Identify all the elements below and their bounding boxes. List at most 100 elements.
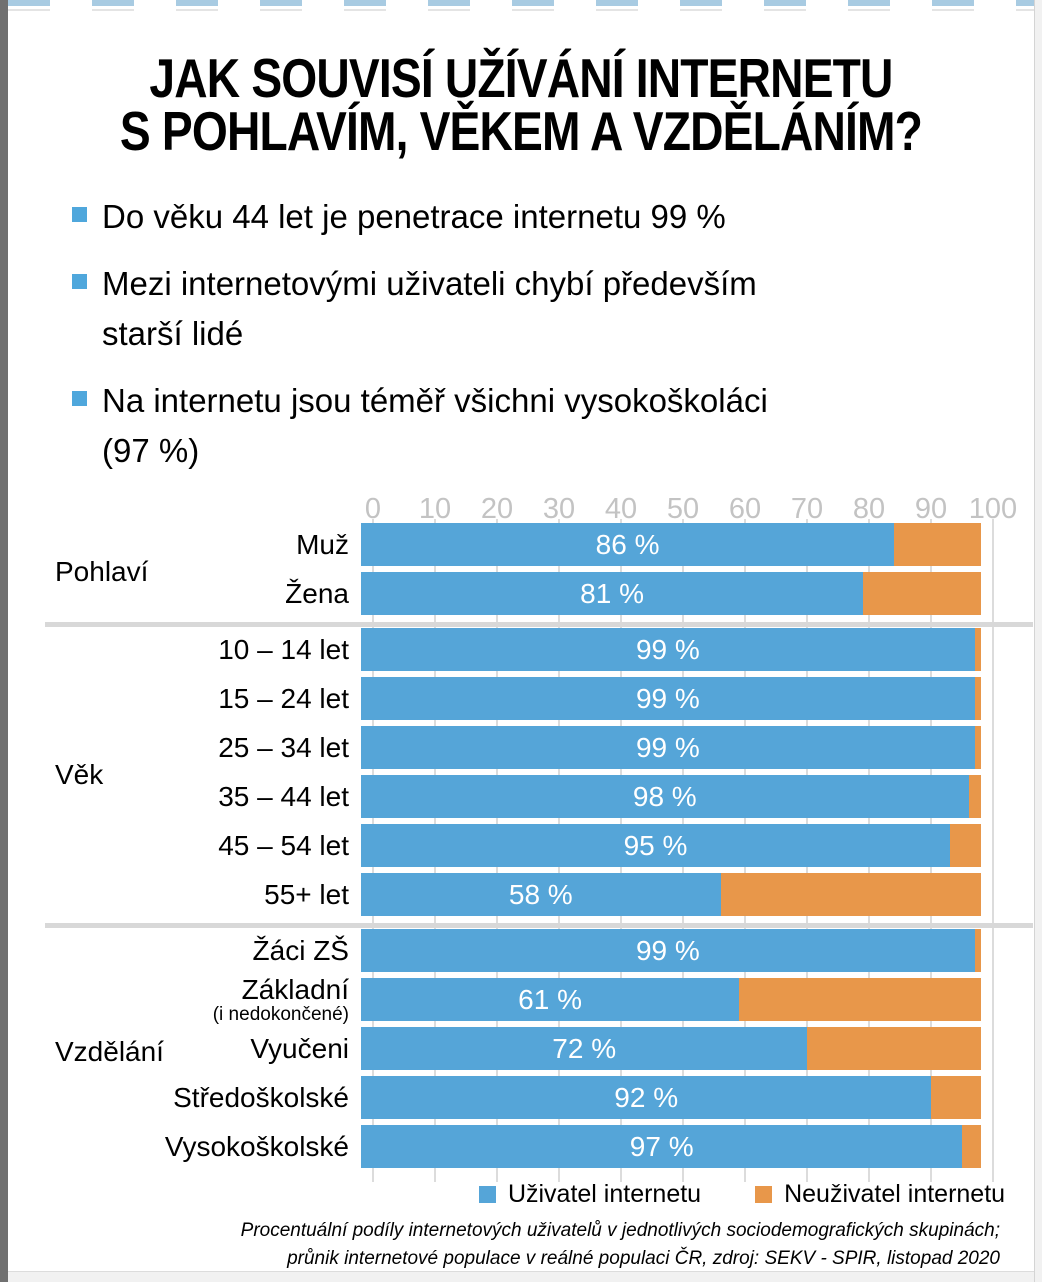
- bar-user-segment: 99 %: [361, 726, 975, 770]
- row-label: 15 – 24 let: [0, 677, 361, 720]
- row-label: 35 – 44 let: [0, 775, 361, 818]
- bar-value-label: 86 %: [595, 528, 660, 560]
- row-label-text: Středoškolské: [173, 1081, 349, 1113]
- viewer-left-edge: [0, 0, 8, 1282]
- bullet-text: Mezi internetovými uživateli chybí přede…: [102, 265, 757, 352]
- bar-user-segment: 99 %: [361, 628, 975, 672]
- legend-user-swatch-icon: [478, 1186, 496, 1204]
- row-label: 10 – 14 let: [0, 628, 361, 671]
- bar-track: 99 %: [361, 726, 981, 770]
- bar-user-segment: 81 %: [361, 572, 864, 616]
- bar-track: 95 %: [361, 824, 981, 868]
- group-label: Věk: [55, 759, 104, 791]
- bar-value-label: 58 %: [508, 878, 573, 910]
- bar-track: 81 %: [361, 572, 981, 616]
- row-label-text: 10 – 14 let: [218, 633, 349, 665]
- bar-value-label: 95 %: [623, 829, 688, 861]
- bar-track: 72 %: [361, 1027, 981, 1071]
- source-note: Procentuální podíly internetových uživat…: [0, 1217, 1042, 1272]
- bar-track: 99 %: [361, 628, 981, 672]
- row-label-text: 45 – 54 let: [218, 829, 349, 861]
- bar-row: 35 – 44 let 98 %: [0, 775, 1042, 824]
- bar-user-segment: 99 %: [361, 929, 975, 973]
- bar-value-label: 72 %: [552, 1032, 617, 1064]
- row-label-text: 15 – 24 let: [218, 682, 349, 714]
- row-label: 55+ let: [0, 873, 361, 916]
- bar-track: 99 %: [361, 677, 981, 721]
- bar-rows: Pohlaví Muž 86 % Žena 81 % Věk 10 – 14 let 99 %…: [0, 523, 1042, 1174]
- bar-row: 10 – 14 let 99 %: [0, 628, 1042, 677]
- bar-nonuser-segment: [863, 572, 981, 616]
- bar-nonuser-segment: [962, 1125, 981, 1169]
- viewer-bottom-edge: [8, 1271, 1042, 1282]
- bar-nonuser-segment: [739, 978, 981, 1022]
- bar-value-label: 92 %: [614, 1081, 679, 1113]
- bar-user-segment: 61 %: [361, 978, 740, 1022]
- viewer-right-edge: [1034, 0, 1042, 1282]
- row-label-text: Žáci ZŠ: [252, 934, 349, 966]
- bar-nonuser-segment: [894, 523, 981, 567]
- bar-group: Věk 10 – 14 let 99 % 15 – 24 let 99 % 25 – 34…: [0, 628, 1042, 922]
- bar-value-label: 98 %: [632, 780, 697, 812]
- bar-row: 25 – 34 let 99 %: [0, 726, 1042, 775]
- bullet-square-icon: [72, 391, 87, 407]
- bar-user-segment: 97 %: [361, 1125, 963, 1169]
- bar-user-segment: 86 %: [361, 523, 895, 567]
- page-title-line1: JAK SOUVISÍ UŽÍVÁNÍ INTERNETU: [149, 47, 893, 109]
- bar-group: Pohlaví Muž 86 % Žena 81 %: [0, 523, 1042, 621]
- bar-user-segment: 95 %: [361, 824, 950, 868]
- row-label: Vyučeni: [0, 1027, 361, 1070]
- bar-nonuser-segment: [950, 824, 981, 868]
- group-label: Vzdělání: [55, 1035, 164, 1067]
- bullet-text: Na internetu jsou téměř všichni vysokošk…: [102, 382, 768, 469]
- row-label: Muž: [0, 523, 361, 566]
- bar-row: 55+ let 58 %: [0, 873, 1042, 922]
- bar-value-label: 81 %: [580, 577, 645, 609]
- bar-track: 98 %: [361, 775, 981, 819]
- page-title-line2: S POHLAVÍM, VĚKEM A VZDĚLÁNÍM?: [119, 99, 923, 162]
- bar-track: 92 %: [361, 1076, 981, 1120]
- row-label-text: 35 – 44 let: [218, 780, 349, 812]
- bar-nonuser-segment: [968, 775, 981, 819]
- bar-row: Žena 81 %: [0, 572, 1042, 621]
- bar-user-segment: 58 %: [361, 873, 721, 917]
- legend-item-user: Uživatel internetu: [478, 1180, 702, 1209]
- group-label: Pohlaví: [55, 556, 149, 588]
- bar-user-segment: 99 %: [361, 677, 975, 721]
- row-label: Žena: [0, 572, 361, 615]
- bar-track: 97 %: [361, 1125, 981, 1169]
- row-label: 45 – 54 let: [0, 824, 361, 867]
- bar-value-label: 97 %: [629, 1130, 694, 1162]
- bar-row: Středoškolské 92 %: [0, 1076, 1042, 1125]
- row-label-text: Vyučeni: [250, 1032, 349, 1064]
- bar-nonuser-segment: [807, 1027, 981, 1071]
- bar-nonuser-segment: [974, 628, 981, 672]
- slide-top-dashed-border-faint: [8, 9, 1034, 11]
- legend-user-label: Uživatel internetu: [507, 1180, 702, 1209]
- bullet-square-icon: [72, 274, 87, 290]
- bar-nonuser-segment: [974, 726, 981, 770]
- bar-value-label: 99 %: [635, 731, 700, 763]
- plot-area: Pohlaví Muž 86 % Žena 81 % Věk 10 – 14 let 99 %…: [0, 519, 1042, 1183]
- row-sublabel-text: (i nedokončené): [212, 1003, 349, 1025]
- bullet-list: Do věku 44 let je penetrace internetu 99…: [72, 192, 1042, 476]
- row-label-text: 25 – 34 let: [218, 731, 349, 763]
- bar-value-label: 99 %: [635, 633, 700, 665]
- bar-user-segment: 72 %: [361, 1027, 808, 1071]
- bar-group: Vzdělání Žáci ZŠ 99 % Základní (i nedokončen…: [0, 929, 1042, 1174]
- row-label-text: Žena: [285, 577, 349, 609]
- row-label: Vysokoškolské: [0, 1125, 361, 1168]
- bullet-item: Mezi internetovými uživateli chybí přede…: [72, 259, 1042, 358]
- row-label-text: 55+ let: [264, 878, 349, 910]
- bar-row: Vysokoškolské 97 %: [0, 1125, 1042, 1174]
- row-label: 25 – 34 let: [0, 726, 361, 769]
- row-label-text: Muž: [296, 528, 349, 560]
- bullet-item: Do věku 44 let je penetrace internetu 99…: [72, 192, 1042, 242]
- source-note-line2: průnik internetové populace v reálné pop…: [287, 1247, 1000, 1269]
- bar-nonuser-segment: [974, 677, 981, 721]
- bar-row: 45 – 54 let 95 %: [0, 824, 1042, 873]
- bar-row: Muž 86 %: [0, 523, 1042, 572]
- bullet-square-icon: [72, 206, 87, 222]
- axis-tick-label: 0: [364, 493, 382, 526]
- gridline: [992, 519, 994, 1183]
